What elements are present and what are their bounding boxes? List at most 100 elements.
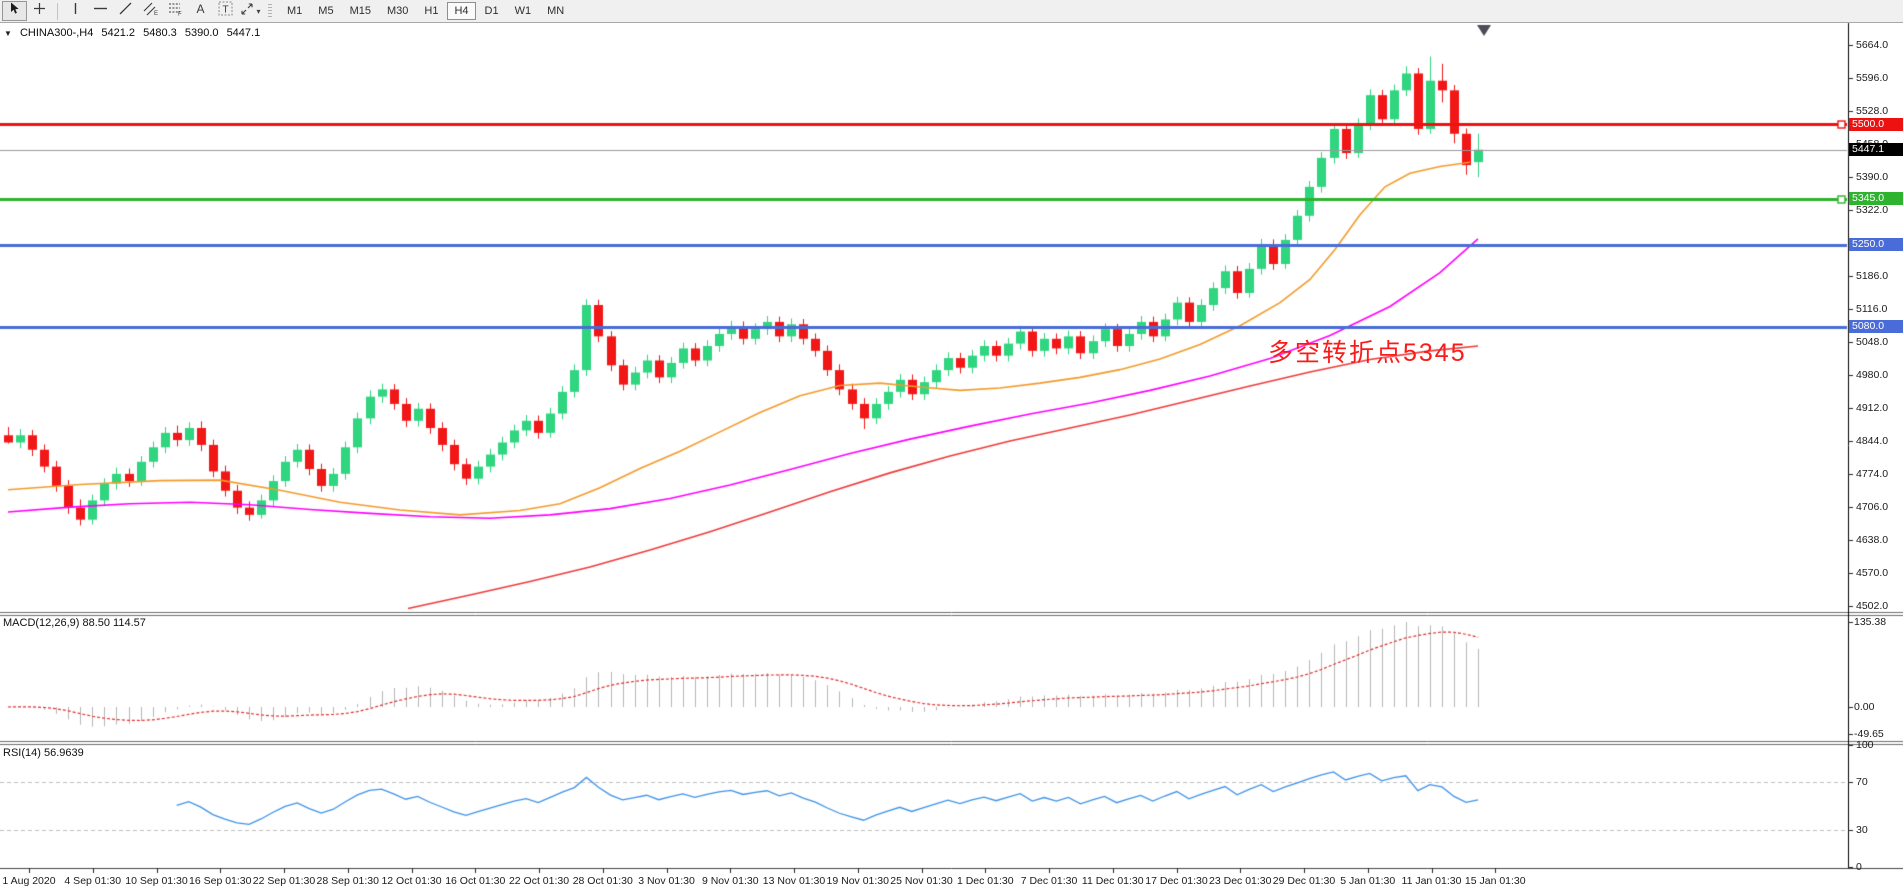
quote-open: 5421.2 [101,27,136,39]
price-tick-label: 4912.0 [1856,401,1889,414]
crosshair-icon [33,2,46,20]
crosshair-tool-button[interactable] [27,1,52,21]
time-tick-label: 9 Nov 01:30 [701,875,759,887]
hline-price-badge: 5500.0 [1849,117,1903,131]
price-tick-label: 4980.0 [1856,368,1889,381]
time-tick-label: 5 Jan 01:30 [1340,875,1396,887]
price-tick-label: 5528.0 [1856,104,1889,117]
rsi-tick-label: 30 [1856,824,1868,837]
quote-close: 5447.1 [226,27,261,39]
horizontal-line-tool-button[interactable] [88,1,113,21]
quote-low: 5390.0 [184,27,219,39]
macd-tick-label: -49.65 [1854,728,1884,740]
time-tick-label: 29 Dec 01:30 [1272,875,1336,887]
text-icon: A [194,2,207,20]
time-tick-label: 11 Dec 01:30 [1081,875,1144,887]
toolbar: E F A T ▾ M1 M5 M15 M30 H1 H4 D1 W1 MN [0,0,1903,23]
price-tick-label: 5390.0 [1856,171,1889,184]
macd-tick-label: 135.38 [1854,616,1887,628]
hline-price-badge: 5250.0 [1849,238,1903,252]
timeframe-bar: M1 M5 M15 M30 H1 H4 D1 W1 MN [279,2,572,20]
price-tick-label: 4774.0 [1856,468,1889,481]
pointer-icon [8,2,21,21]
price-tick-label: 4844.0 [1856,434,1889,447]
time-tick-label: 10 Sep 01:30 [125,875,188,887]
time-tick-label: 1 Aug 2020 [2,875,56,887]
equidistant-channel-icon: E [143,2,158,21]
fibonacci-retracement-icon: F [168,2,183,21]
arrow-objects-tool-button[interactable]: ▾ [238,1,263,21]
time-tick-label: 3 Nov 01:30 [638,875,695,887]
trendline-tool-button[interactable] [113,1,138,21]
macd-indicator-label: MACD(12,26,9) 88.50 114.57 [3,617,146,629]
symbol-period-label: CHINA300-,H4 [19,27,94,39]
price-tick-label: 5322.0 [1856,203,1889,216]
timeframe-m30-button[interactable]: M30 [386,5,409,17]
price-tick-label: 5186.0 [1856,269,1889,282]
price-tick-label: 4502.0 [1856,599,1889,612]
timeframe-m1-button[interactable]: M1 [287,5,303,17]
timeframe-m5-button[interactable]: M5 [318,5,334,17]
time-tick-label: 4 Sep 01:30 [64,875,122,887]
pointer-tool-button[interactable] [2,1,27,21]
time-tick-label: 22 Oct 01:30 [508,875,570,887]
drawing-tools-group: E F A T ▾ [2,1,263,21]
fibonacci-retracement-tool-button[interactable]: F [163,1,188,21]
price-tick-label: 4706.0 [1856,501,1889,514]
quote-high: 5480.3 [143,27,177,39]
timeframe-d1-button[interactable]: D1 [484,5,499,17]
svg-text:T: T [222,5,228,16]
timeframe-w1-button[interactable]: W1 [514,5,532,17]
toolbar-drag-handle[interactable] [268,3,272,19]
svg-text:E: E [154,11,158,16]
time-tick-label: 17 Dec 01:30 [1145,875,1208,887]
svg-text:F: F [178,11,182,16]
macd-tick-label: 0.00 [1854,701,1875,713]
time-tick-label: 28 Oct 01:30 [572,875,633,887]
timeframe-h4-button[interactable]: H4 [447,2,476,20]
timeframe-h1-button[interactable]: H1 [424,5,439,17]
hline-price-badge: 5345.0 [1849,192,1903,206]
price-tick-label: 5664.0 [1856,39,1889,51]
toolbar-separator [57,2,58,20]
horizontal-line-icon [93,2,108,20]
timeframe-mn-button[interactable]: MN [547,5,565,17]
vertical-line-tool-button[interactable] [63,1,88,21]
text-label-tool-button[interactable]: T [213,1,238,21]
price-tick-label: 5596.0 [1856,71,1889,84]
time-tick-label: 15 Jan 01:30 [1464,875,1526,887]
symbol-quote: ▼ CHINA300-,H4 5421.2 5480.3 5390.0 5447… [4,27,265,39]
time-tick-label: 13 Nov 01:30 [762,875,826,887]
time-tick-label: 25 Nov 01:30 [890,875,953,887]
vertical-line-icon [69,2,82,20]
price-tick-label: 5048.0 [1856,336,1889,349]
hline-price-badge: 5080.0 [1849,320,1903,334]
time-tick-label: 12 Oct 01:30 [381,875,442,887]
rsi-tick-label: 70 [1856,775,1868,788]
arrow-objects-icon [240,2,254,21]
time-tick-label: 11 Jan 01:30 [1401,875,1462,887]
rsi-tick-label: 100 [1856,739,1874,751]
rsi-tick-label: 0 [1856,861,1862,873]
time-tick-label: 22 Sep 01:30 [252,875,316,887]
svg-text:A: A [196,2,204,15]
time-tick-label: 19 Nov 01:30 [826,875,889,887]
time-tick-label: 16 Oct 01:30 [445,875,506,887]
time-tick-label: 7 Dec 01:30 [1020,875,1078,887]
chevron-down-icon: ▾ [256,6,261,16]
time-tick-label: 23 Dec 01:30 [1209,875,1272,887]
time-tick-label: 1 Dec 01:30 [956,875,1014,887]
timeframe-m15-button[interactable]: M15 [349,5,371,17]
text-tool-button[interactable]: A [188,1,213,21]
trendline-icon [119,2,132,20]
symbol-dropdown-caret[interactable]: ▼ [4,29,12,38]
current-price-badge: 5447.1 [1849,143,1903,157]
chart-annotation-text: 多空转折点5345 [1268,339,1467,367]
text-label-icon: T [218,1,233,21]
time-tick-label: 28 Sep 01:30 [316,875,379,887]
equidistant-channel-tool-button[interactable]: E [138,1,163,21]
price-tick-label: 4570.0 [1856,566,1889,579]
